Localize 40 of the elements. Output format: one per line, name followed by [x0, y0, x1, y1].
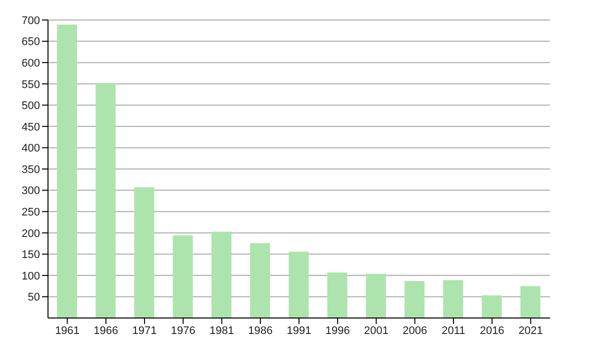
- x-tick-label: 1991: [286, 324, 312, 337]
- y-tick-label: 550: [22, 78, 40, 91]
- bar: [57, 24, 77, 318]
- x-tick-label: 1996: [325, 324, 350, 337]
- y-tick-label: 500: [22, 100, 40, 112]
- x-tick-label: 2011: [442, 324, 466, 337]
- bar: [288, 252, 309, 318]
- bar: [443, 280, 464, 318]
- bar: [482, 295, 502, 318]
- x-tick-label: 2001: [364, 324, 388, 337]
- y-tick-label: 300: [22, 185, 40, 198]
- y-tick-label: 400: [22, 142, 40, 155]
- x-tick-label: 1961: [55, 324, 80, 337]
- y-tick-label: 650: [22, 36, 40, 48]
- bar: [327, 272, 348, 318]
- x-tick-label: 1981: [210, 324, 234, 337]
- y-tick-label: 200: [22, 228, 40, 240]
- bar: [96, 83, 116, 318]
- x-tick-label: 2016: [480, 324, 504, 337]
- y-tick-label: 350: [22, 164, 40, 176]
- y-tick-label: 100: [22, 270, 40, 282]
- bar: [211, 232, 232, 318]
- x-tick-label: 2006: [402, 324, 428, 337]
- y-tick-label: 700: [22, 14, 40, 27]
- x-tick-label: 1966: [94, 324, 118, 337]
- x-tick-label: 2021: [518, 324, 543, 337]
- y-tick-label: 250: [22, 206, 40, 218]
- y-tick-label: 600: [22, 57, 40, 70]
- y-tick-label: 50: [28, 292, 40, 304]
- bar: [172, 235, 193, 318]
- x-tick-label: 1971: [132, 324, 157, 337]
- x-tick-label: 1986: [248, 324, 273, 337]
- bar: [134, 187, 154, 318]
- bar: [520, 286, 540, 318]
- y-tick-label: 450: [22, 121, 40, 134]
- x-tick-label: 1976: [170, 324, 196, 337]
- bar: [250, 243, 270, 318]
- bar: [366, 274, 386, 318]
- y-tick-label: 150: [22, 249, 40, 262]
- bar: [404, 280, 425, 318]
